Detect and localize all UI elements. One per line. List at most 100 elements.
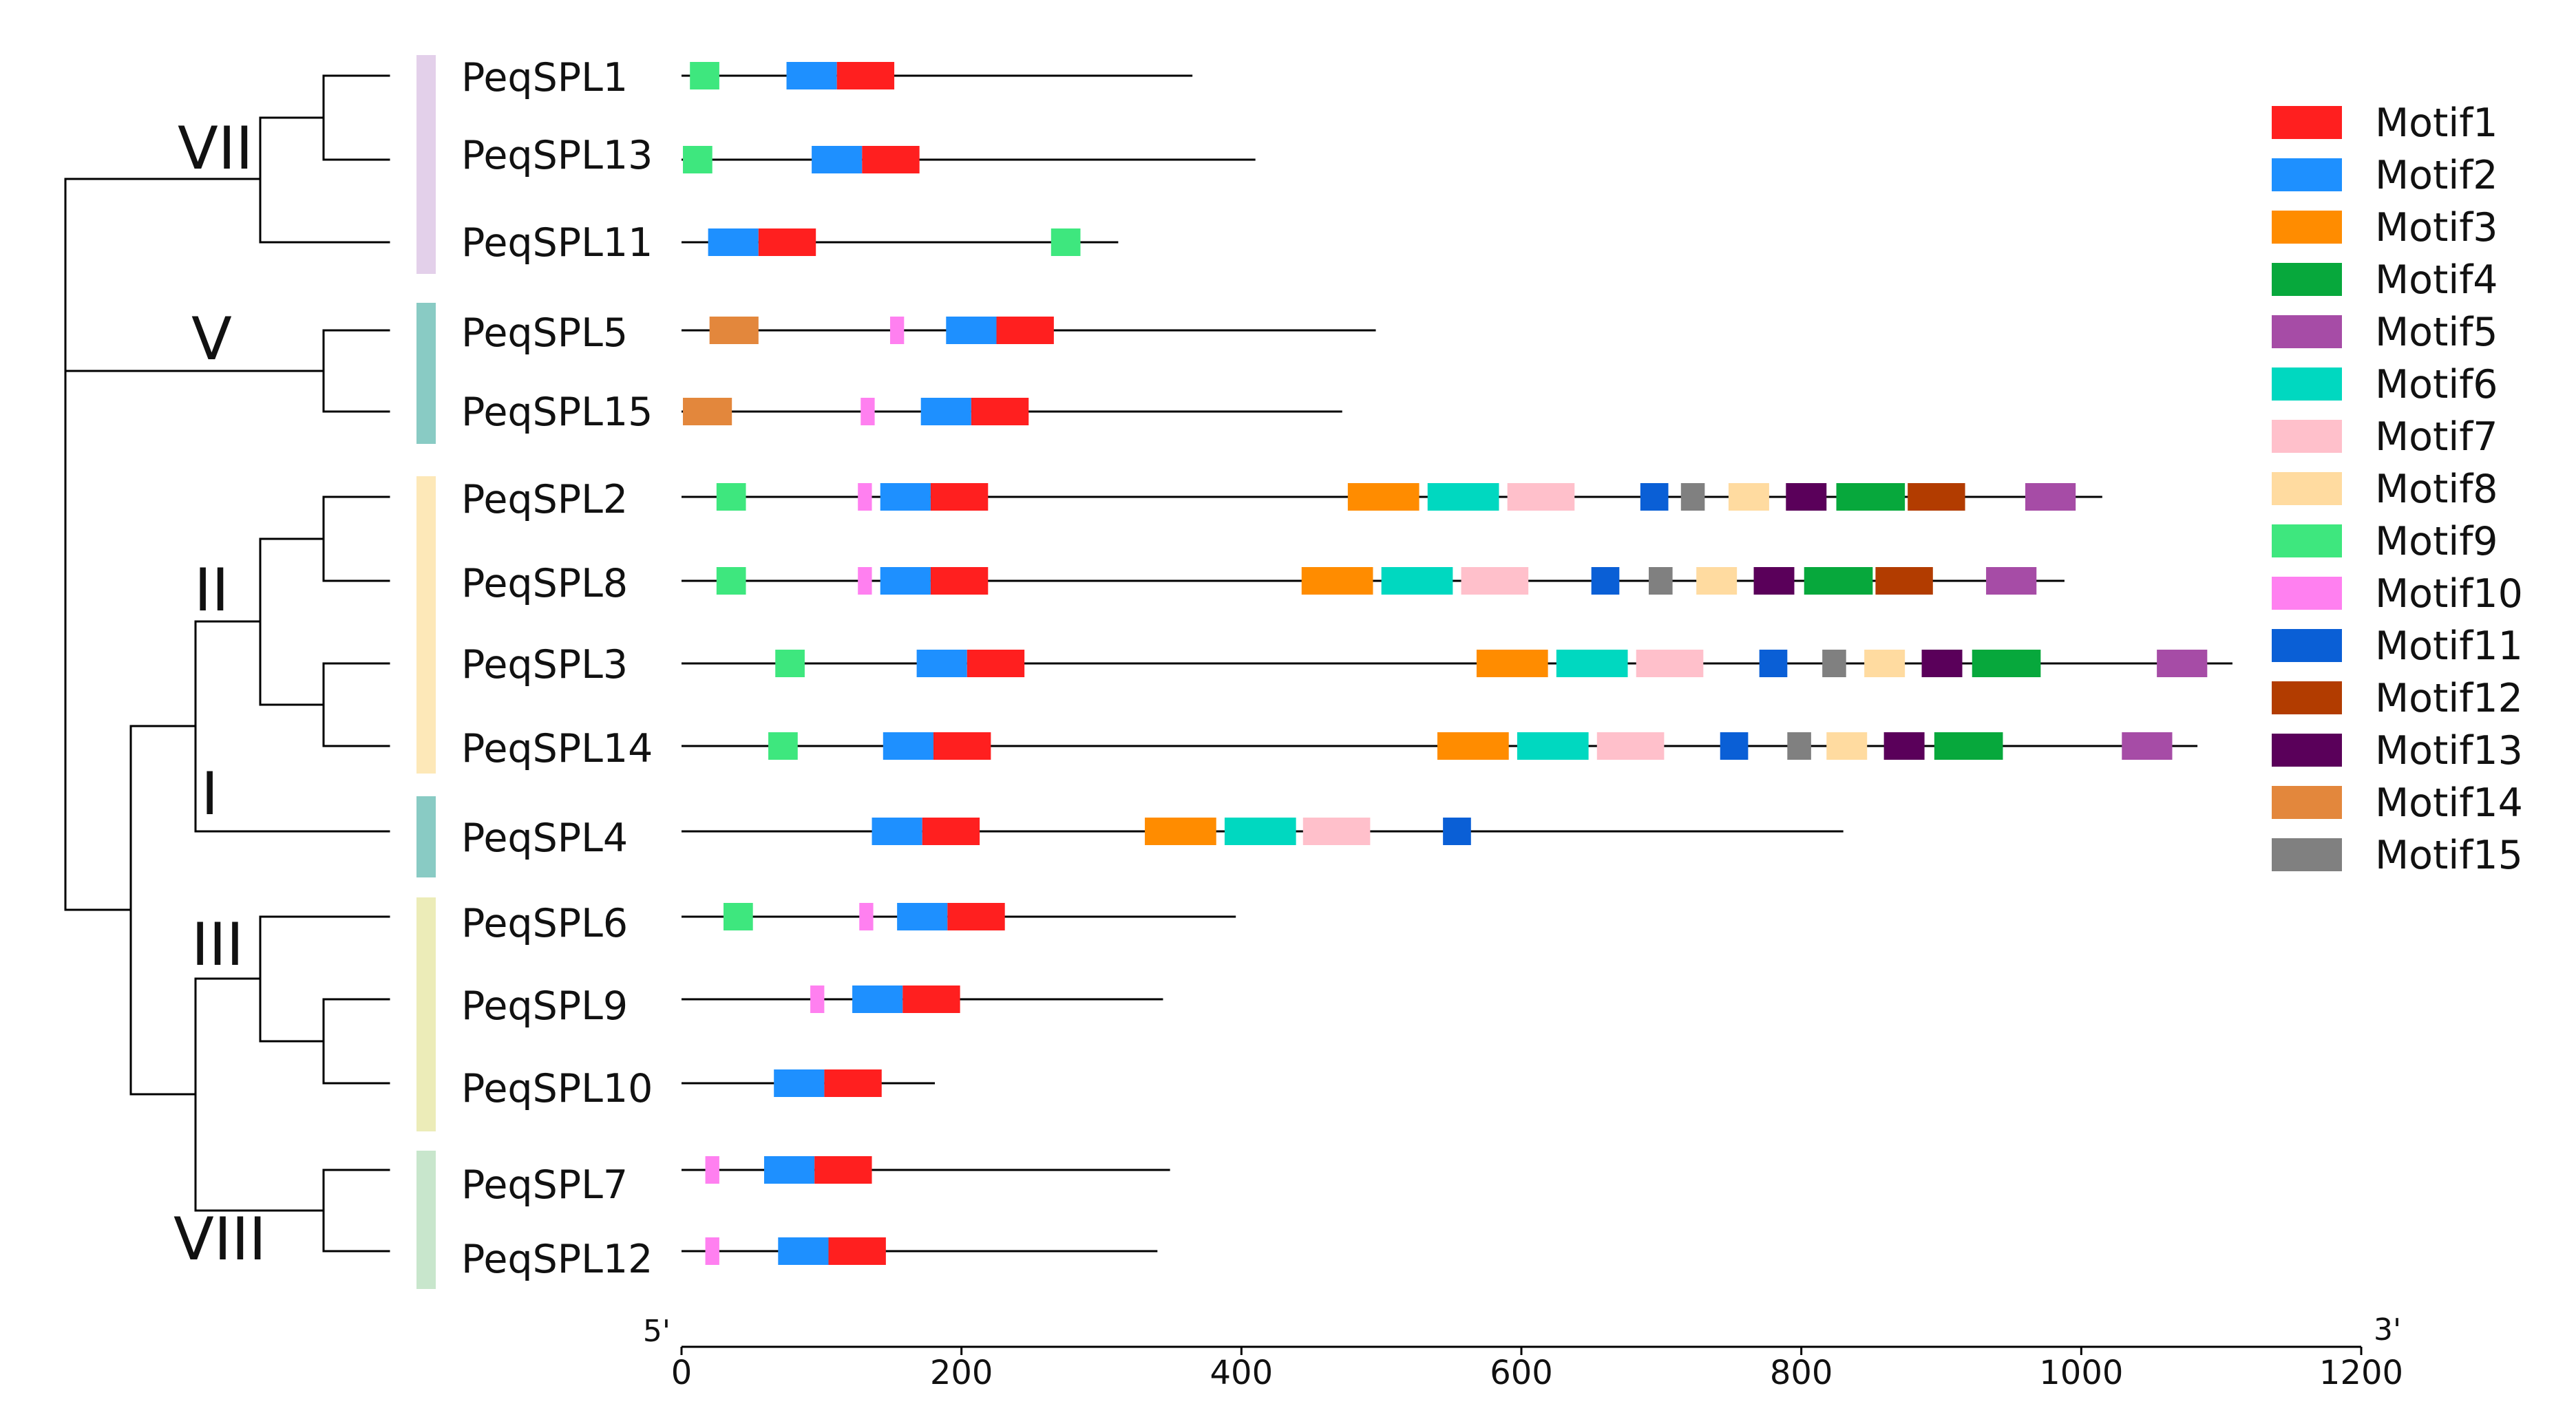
clade-bar-vii (416, 55, 436, 274)
motif-box-motif10 (810, 985, 825, 1013)
motif-box-motif2 (812, 146, 863, 173)
motif-box-motif1 (930, 483, 989, 511)
legend-swatch (2272, 315, 2342, 348)
motif-box-motif2 (763, 1156, 815, 1184)
clade-bar-viii (416, 1151, 436, 1289)
motif-box-motif11 (1720, 732, 1749, 760)
gene-label-peqspl7: PeqSPL7 (461, 1162, 628, 1208)
motif-box-motif5 (2025, 483, 2076, 511)
five-prime-label: 5' (643, 1314, 671, 1349)
motif-box-motif10 (705, 1237, 719, 1265)
motif-box-motif7 (1461, 567, 1529, 595)
motif-box-motif3 (1145, 818, 1216, 845)
gene-label-peqspl14: PeqSPL14 (461, 726, 653, 771)
motif-box-motif1 (967, 650, 1025, 677)
motif-box-motif9 (768, 732, 798, 760)
motif-box-motif9 (1051, 228, 1081, 256)
motif-box-motif2 (916, 650, 967, 677)
legend-swatch (2272, 577, 2342, 610)
motif-box-motif13 (1883, 732, 1925, 760)
clade-label-viii: VIII (173, 1205, 266, 1274)
gene-track-peqspl13 (682, 146, 1256, 173)
motif-box-motif1 (947, 903, 1005, 930)
clade-bar-i (416, 796, 436, 877)
legend-swatch (2272, 158, 2342, 191)
legend-item-motif10: Motif10 (2272, 571, 2523, 617)
motif-box-motif7 (1507, 483, 1575, 511)
legend-swatch (2272, 420, 2342, 453)
legend-label: Motif5 (2375, 310, 2498, 355)
legend-item-motif1: Motif1 (2272, 100, 2498, 146)
legend-label: Motif9 (2375, 519, 2498, 564)
legend-item-motif5: Motif5 (2272, 310, 2498, 355)
motif-box-motif9 (724, 903, 753, 930)
motif-box-motif10 (705, 1156, 719, 1184)
axis-tick-label: 1000 (2039, 1354, 2123, 1392)
motif-box-motif13 (1921, 650, 1963, 677)
legend-item-motif14: Motif14 (2272, 780, 2523, 826)
motif-box-motif1 (922, 818, 980, 845)
motif-box-motif11 (1591, 567, 1620, 595)
clade-label-v: V (191, 305, 232, 374)
clade-label-vii: VII (178, 114, 253, 183)
legend-label: Motif7 (2375, 414, 2498, 460)
legend-swatch (2272, 367, 2342, 401)
gene-labels: PeqSPL1 PeqSPL13 PeqSPL11 PeqSPL5 PeqSPL15 Pe… (461, 55, 653, 1282)
gene-track-peqspl12 (682, 1237, 1158, 1265)
gene-track-peqspl14 (682, 732, 2198, 760)
axis-tick-label: 800 (1770, 1354, 1833, 1392)
motif-box-motif13 (1753, 567, 1795, 595)
gene-track-peqspl9 (682, 985, 1163, 1013)
motif-box-motif1 (814, 1156, 872, 1184)
motif-box-motif14 (683, 398, 732, 425)
motif-box-motif15 (1680, 483, 1705, 511)
motif-box-motif10 (858, 483, 872, 511)
axis-tick-label: 600 (1490, 1354, 1553, 1392)
motif-box-motif1 (996, 317, 1054, 344)
gene-track-peqspl8 (682, 567, 2065, 595)
motif-legend: Motif1 Motif2 Motif3 Motif4 Motif5 Motif6 Moti… (2272, 100, 2523, 878)
legend-label: Motif11 (2375, 624, 2523, 669)
motif-box-motif2 (897, 903, 948, 930)
motif-box-motif2 (880, 483, 931, 511)
legend-swatch (2272, 681, 2342, 714)
clade-label-iii: III (191, 910, 244, 979)
motif-box-motif7 (1636, 650, 1704, 677)
motif-box-motif1 (824, 1069, 882, 1097)
motif-box-motif1 (758, 228, 816, 256)
gene-label-peqspl12: PeqSPL12 (461, 1237, 653, 1282)
three-prime-label: 3' (2374, 1312, 2401, 1347)
axis-tick-label: 400 (1210, 1354, 1274, 1392)
motif-box-motif8 (1728, 483, 1769, 511)
motif-box-motif11 (1640, 483, 1669, 511)
motif-box-motif9 (716, 483, 746, 511)
motif-box-motif3 (1347, 483, 1419, 511)
gene-label-peqspl15: PeqSPL15 (461, 390, 653, 435)
clade-label-ii: II (194, 556, 229, 625)
legend-swatch (2272, 106, 2342, 139)
legend-item-motif11: Motif11 (2272, 624, 2523, 669)
legend-label: Motif6 (2375, 362, 2498, 407)
motif-box-motif3 (1476, 650, 1548, 677)
gene-label-peqspl5: PeqSPL5 (461, 310, 628, 356)
gene-track-peqspl3 (682, 650, 2232, 677)
legend-label: Motif4 (2375, 257, 2498, 303)
legend-item-motif7: Motif7 (2272, 414, 2498, 460)
gene-label-peqspl8: PeqSPL8 (461, 561, 628, 606)
motif-box-motif14 (709, 317, 759, 344)
legend-item-motif12: Motif12 (2272, 676, 2523, 721)
legend-swatch (2272, 629, 2342, 662)
motif-box-motif3 (1437, 732, 1509, 760)
motif-box-motif2 (778, 1237, 829, 1265)
gene-label-peqspl13: PeqSPL13 (461, 133, 653, 178)
motif-box-motif1 (862, 146, 920, 173)
legend-swatch (2272, 524, 2342, 557)
gene-track-peqspl6 (682, 903, 1236, 930)
motif-box-motif6 (1381, 567, 1453, 595)
gene-label-peqspl1: PeqSPL1 (461, 55, 628, 100)
legend-item-motif13: Motif13 (2272, 728, 2523, 774)
gene-track-peqspl10 (682, 1069, 936, 1097)
clade-label-i: I (201, 760, 218, 829)
